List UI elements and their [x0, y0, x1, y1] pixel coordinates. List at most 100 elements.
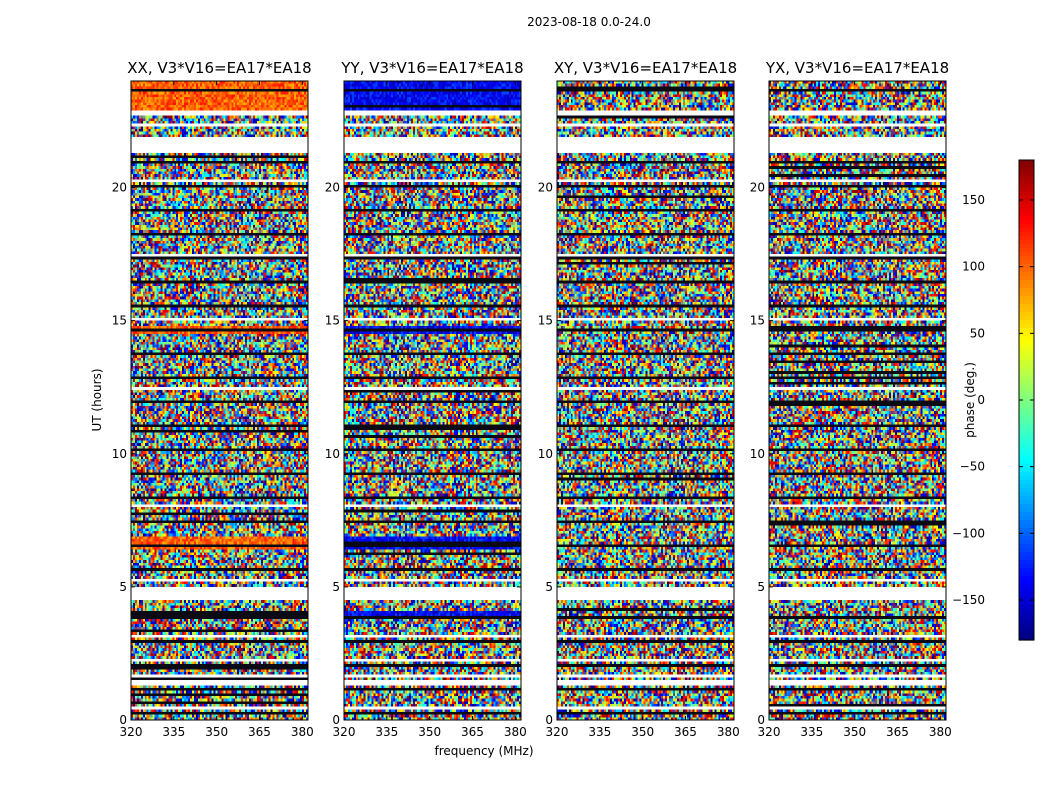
colorbar-tick-label: −100 [952, 526, 985, 540]
colorbar-segment [1019, 216, 1034, 221]
x-tick-label: 365 [248, 725, 271, 739]
colorbar-segment [1019, 192, 1034, 197]
colorbar-segment [1019, 396, 1034, 401]
colorbar-tick-label: 50 [970, 326, 985, 340]
figure-title: 2023-08-18 0.0-24.0 [527, 15, 651, 29]
colorbar-segment [1019, 472, 1034, 477]
colorbar-segment [1019, 624, 1034, 629]
x-tick-label: 320 [120, 725, 143, 739]
colorbar-segment [1019, 504, 1034, 509]
colorbar-segment [1019, 492, 1034, 497]
colorbar-segment [1019, 548, 1034, 553]
x-tick-label: 335 [162, 725, 185, 739]
y-tick-label: 10 [538, 447, 553, 461]
y-tick-label: 20 [750, 181, 765, 195]
colorbar-segment [1019, 612, 1034, 617]
colorbar-segment [1019, 204, 1034, 209]
panel-xx: XX, V3*V16=EA17*EA18 320 335 350 365 380 0 5 10 1… [112, 59, 314, 739]
colorbar-segment [1019, 240, 1034, 245]
panel-title-yx: YX, V3*V16=EA17*EA18 [765, 59, 949, 77]
colorbar-segment [1019, 408, 1034, 413]
colorbar-segment [1019, 316, 1034, 321]
panel-xy: XY, V3*V16=EA17*EA18 320 335 350 365 380 0 5 10 1… [538, 59, 740, 739]
colorbar-segment [1019, 484, 1034, 489]
panel-yy: YY, V3*V16=EA17*EA18 320 335 350 365 380 0 5 10 1… [325, 59, 527, 739]
x-tick-label: 335 [800, 725, 823, 739]
colorbar-segment [1019, 340, 1034, 345]
colorbar-segment [1019, 468, 1034, 473]
panel-title-yy: YY, V3*V16=EA17*EA18 [340, 59, 523, 77]
colorbar-segment [1019, 412, 1034, 417]
colorbar-tick-label: 150 [962, 193, 985, 207]
colorbar-segment [1019, 172, 1034, 177]
x-tick-label: 365 [886, 725, 909, 739]
colorbar-segment [1019, 312, 1034, 317]
colorbar-segment [1019, 444, 1034, 449]
colorbar-segment [1019, 500, 1034, 505]
y-tick-label: 0 [332, 713, 340, 727]
y-tick-label: 10 [325, 447, 340, 461]
colorbar-segment [1019, 436, 1034, 441]
x-axis-label: frequency (MHz) [434, 744, 533, 758]
colorbar-segment [1019, 292, 1034, 297]
colorbar-segment [1019, 260, 1034, 265]
colorbar-segment [1019, 632, 1034, 637]
heatmap-raster-xy [557, 81, 734, 720]
y-tick-label: 10 [112, 447, 127, 461]
x-tick-label: 380 [291, 725, 314, 739]
colorbar-tick-label: −50 [960, 460, 985, 474]
heatmap-raster-xx [131, 81, 308, 720]
colorbar-segment [1019, 364, 1034, 369]
x-tick-label: 350 [205, 725, 228, 739]
colorbar-segment [1019, 284, 1034, 289]
y-tick-label: 0 [119, 713, 127, 727]
colorbar-segment [1019, 288, 1034, 293]
colorbar-segment [1019, 348, 1034, 353]
panel-title-xy: XY, V3*V16=EA17*EA18 [554, 59, 737, 77]
colorbar-segment [1019, 300, 1034, 305]
colorbar-segment [1019, 568, 1034, 573]
colorbar-segment [1019, 276, 1034, 281]
colorbar-tick-label: 100 [962, 260, 985, 274]
colorbar-segment [1019, 280, 1034, 285]
colorbar-segment [1019, 224, 1034, 229]
colorbar-segment [1019, 180, 1034, 185]
colorbar-segment [1019, 372, 1034, 377]
colorbar-segment [1019, 360, 1034, 365]
x-tick-label: 320 [758, 725, 781, 739]
colorbar-segment [1019, 460, 1034, 465]
colorbar-segment [1019, 168, 1034, 173]
panel-title-xx: XX, V3*V16=EA17*EA18 [127, 59, 311, 77]
colorbar-segment [1019, 208, 1034, 213]
colorbar-segment [1019, 540, 1034, 545]
colorbar-segment [1019, 616, 1034, 621]
heatmap-raster-yx [769, 81, 946, 720]
colorbar-segment [1019, 184, 1034, 189]
colorbar-segment [1019, 536, 1034, 541]
colorbar-segment [1019, 544, 1034, 549]
colorbar-segment [1019, 508, 1034, 513]
colorbar-tick-label: 0 [977, 393, 985, 407]
colorbar-segment [1019, 380, 1034, 385]
colorbar-segment [1019, 244, 1034, 249]
panel-frame [130, 80, 309, 721]
colorbar-segment [1019, 232, 1034, 237]
colorbar-segment [1019, 596, 1034, 601]
y-tick-label: 20 [112, 181, 127, 195]
colorbar-segment [1019, 332, 1034, 337]
colorbar-segment [1019, 164, 1034, 169]
colorbar-segment [1019, 560, 1034, 565]
x-tick-label: 335 [375, 725, 398, 739]
colorbar-segment [1019, 308, 1034, 313]
colorbar-segment [1019, 424, 1034, 429]
colorbar-segment [1019, 480, 1034, 485]
colorbar-segment [1019, 636, 1034, 641]
heatmap-raster-yy [344, 81, 521, 720]
colorbar: 150 100 50 0 −50 −100 −150 [952, 159, 1035, 641]
colorbar-segment [1019, 256, 1034, 261]
x-tick-label: 365 [461, 725, 484, 739]
panel-frame [343, 80, 522, 721]
colorbar-segment [1019, 584, 1034, 589]
colorbar-segment [1019, 600, 1034, 605]
x-tick-label: 350 [418, 725, 441, 739]
